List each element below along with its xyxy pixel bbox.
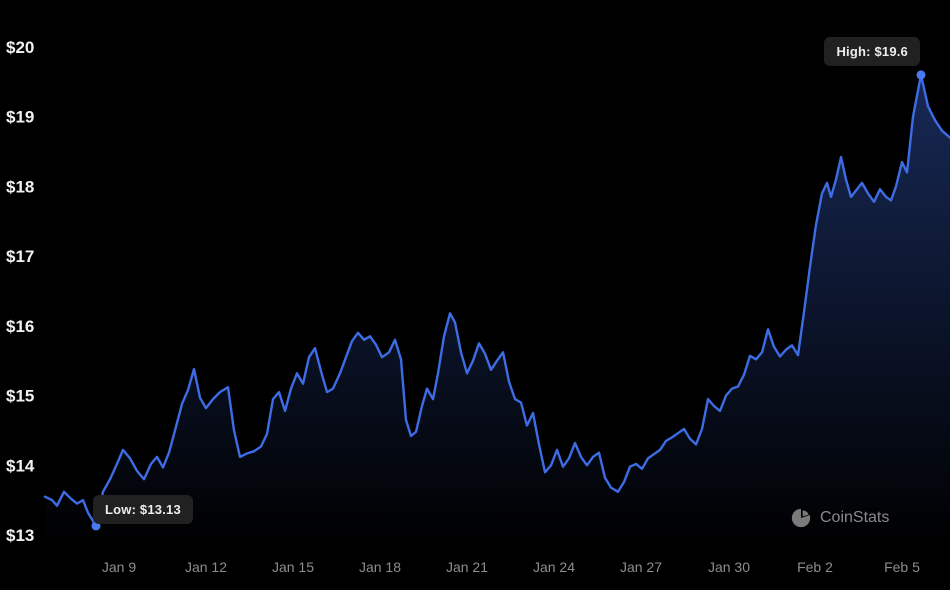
y-axis-label: $18 [6, 177, 34, 196]
price-line [43, 73, 950, 528]
x-axis-label: Feb 2 [797, 559, 833, 575]
x-axis-label: Jan 21 [446, 559, 488, 575]
high-point-marker [916, 70, 926, 80]
y-axis-label: $20 [6, 38, 34, 57]
y-axis-label: $17 [6, 247, 34, 266]
x-axis-label: Jan 27 [620, 559, 662, 575]
x-axis-label: Jan 9 [102, 559, 136, 575]
y-axis-label: $14 [6, 456, 35, 475]
x-axis-labels: Jan 9 Jan 12 Jan 15 Jan 18 Jan 21 Jan 24 Jan 2… [102, 559, 920, 575]
x-axis-label: Feb 5 [884, 559, 920, 575]
x-axis-label: Jan 30 [708, 559, 750, 575]
coinstats-watermark-text: CoinStats [820, 509, 890, 526]
y-axis-label: $13 [6, 526, 34, 545]
coinstats-watermark: CoinStats [790, 507, 889, 529]
x-axis-label: Jan 18 [359, 559, 401, 575]
high-price-badge: High: $19.6 [824, 37, 920, 66]
y-axis-label: $19 [6, 108, 34, 127]
coinstats-logo-icon [791, 508, 811, 528]
y-axis-label: $15 [6, 387, 34, 406]
y-axis-label: $16 [6, 317, 34, 336]
x-axis-label: Jan 15 [272, 559, 314, 575]
price-area-fill [45, 74, 950, 549]
low-price-badge: Low: $13.13 [93, 495, 193, 524]
y-axis-labels: $20 $19 $18 $17 $16 $15 $14 $13 [6, 38, 35, 545]
x-axis-label: Jan 24 [533, 559, 575, 575]
x-axis-label: Jan 12 [185, 559, 227, 575]
